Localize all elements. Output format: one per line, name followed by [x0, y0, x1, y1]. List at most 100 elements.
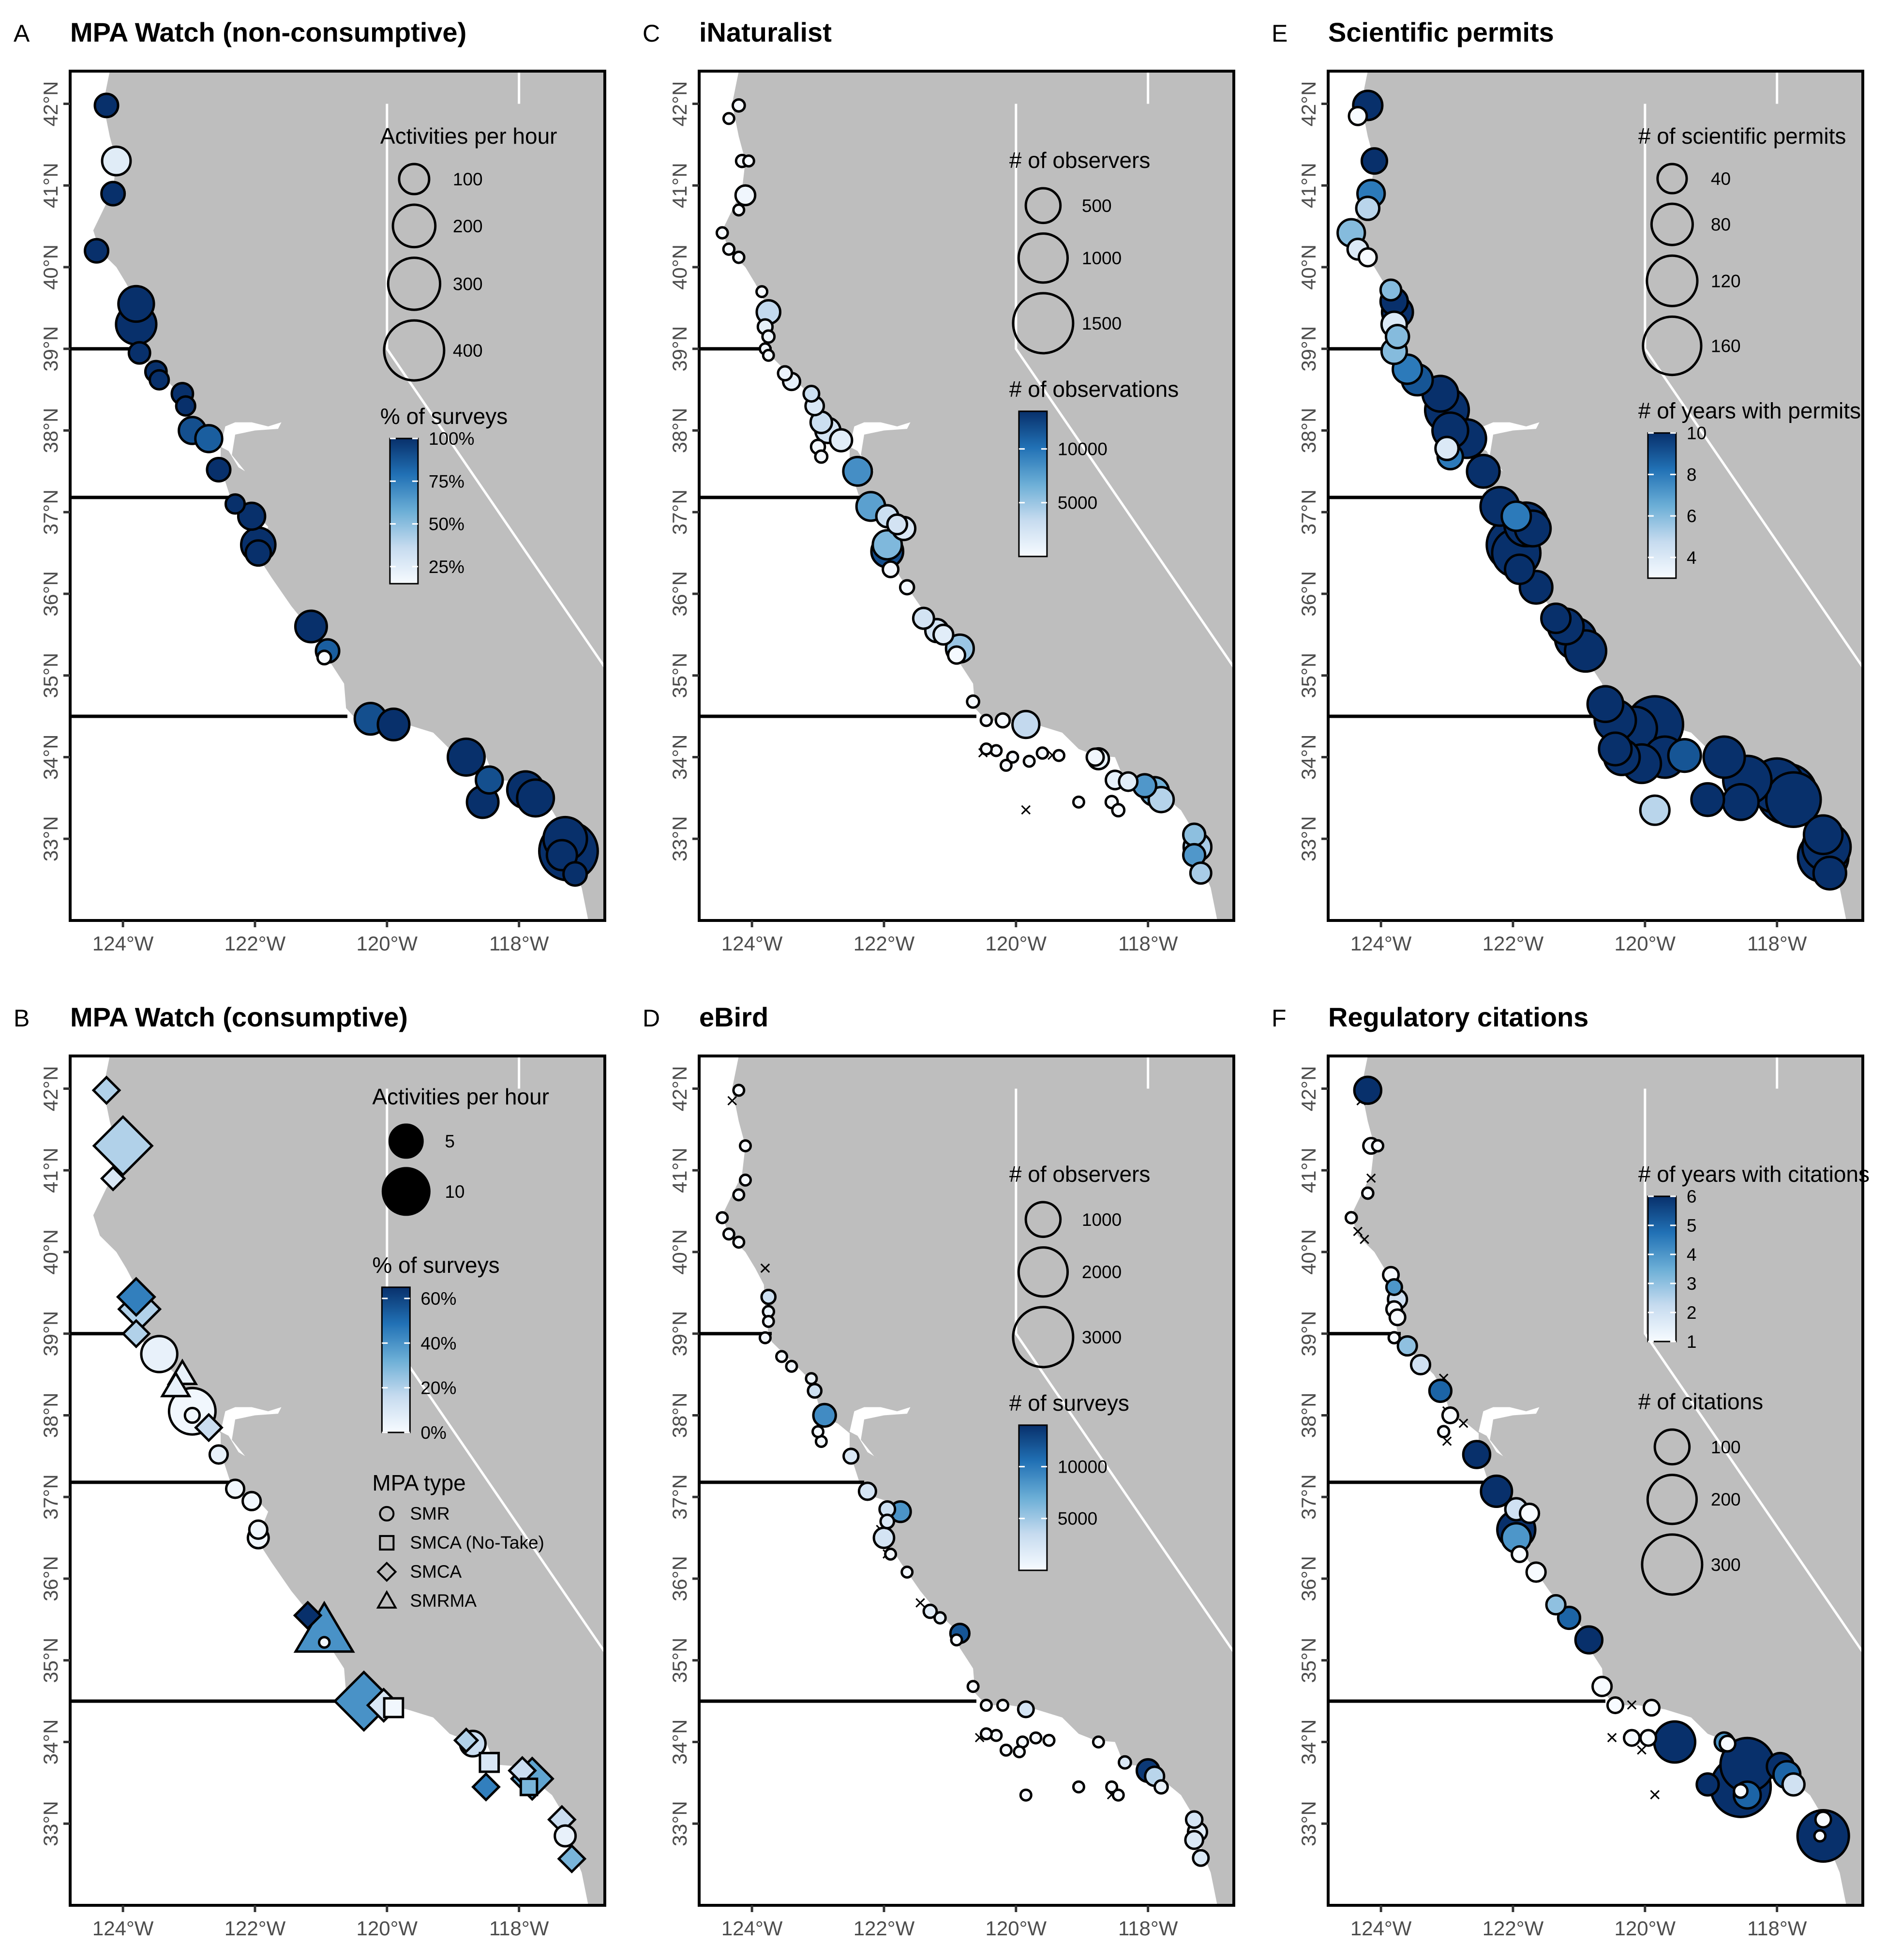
size-legend-title: Activities per hour — [380, 123, 557, 149]
y-tick-label: 41°N — [1297, 163, 1320, 208]
color-legend-label: 1 — [1687, 1332, 1697, 1352]
map-point — [1019, 1788, 1033, 1802]
map-area — [1328, 71, 1863, 920]
map-point — [814, 449, 829, 464]
map-point — [1111, 1788, 1125, 1802]
y-tick-label: 33°N — [668, 816, 691, 861]
map-point — [100, 1165, 126, 1191]
y-tick-label: 40°N — [1297, 1229, 1320, 1275]
y-tick-label: 36°N — [668, 571, 691, 617]
y-tick-label: 39°N — [1297, 326, 1320, 372]
map-point — [1072, 795, 1085, 809]
size-legend-label: 100 — [1711, 1437, 1741, 1457]
map-point — [101, 145, 132, 177]
map-point — [1722, 783, 1760, 821]
y-tick-label: 39°N — [39, 1311, 62, 1357]
y-tick-label: 37°N — [39, 489, 62, 535]
land — [93, 1056, 605, 1905]
panel-title: MPA Watch (consumptive) — [70, 1002, 408, 1032]
y-tick-label: 36°N — [39, 1556, 62, 1601]
map-point — [1355, 196, 1381, 221]
map-point — [886, 513, 909, 536]
shape-legend-label: SMRMA — [410, 1591, 477, 1611]
shape-legend-key — [379, 1535, 395, 1551]
y-tick-label: 38°N — [39, 1393, 62, 1438]
panel-frame — [698, 70, 1235, 922]
map-point — [1540, 603, 1572, 634]
map-point — [1388, 1308, 1407, 1327]
map-point — [1387, 1331, 1401, 1345]
map-point — [1029, 1731, 1043, 1745]
size-legend-label: 100 — [453, 169, 483, 189]
y-tick-label: 40°N — [1297, 244, 1320, 290]
panel-letter: D — [643, 1005, 660, 1032]
y-tick-label: 35°N — [39, 1638, 62, 1683]
map-point — [1574, 1625, 1604, 1655]
x-tick-label: 124°W — [92, 932, 154, 955]
map-point — [912, 606, 935, 630]
map-point — [1598, 731, 1633, 767]
map-point — [294, 609, 328, 644]
size-legend-label: 200 — [1711, 1490, 1741, 1509]
map-point — [516, 778, 555, 818]
map-point — [208, 1444, 229, 1465]
map-point — [225, 1478, 246, 1499]
map-point — [1371, 1139, 1385, 1153]
map-point — [1184, 1810, 1204, 1829]
y-tick-label: 39°N — [1297, 1311, 1320, 1357]
panel-frame — [698, 1055, 1235, 1907]
map-point — [884, 1547, 898, 1561]
map-point — [979, 1699, 993, 1712]
x-tick-label: 122°W — [854, 932, 915, 955]
excluded-mark: × — [759, 1256, 772, 1280]
x-tick-label: 120°W — [986, 932, 1047, 955]
map-point — [716, 1211, 729, 1224]
panel-letter: B — [14, 1005, 30, 1032]
size-legend-label: 200 — [453, 216, 483, 236]
map-point — [175, 395, 196, 417]
map-point — [93, 92, 120, 119]
legend: Activities per hour 100 200 300 400 % of surv… — [380, 123, 557, 585]
map-point — [1462, 1440, 1492, 1469]
map-point — [900, 1566, 914, 1579]
map-point — [1765, 771, 1822, 829]
y-tick-label: 33°N — [1297, 816, 1320, 861]
shape-legend-key — [376, 1561, 397, 1582]
map-point — [872, 1526, 896, 1549]
map-point — [842, 455, 873, 487]
color-legend-label: 40% — [420, 1333, 456, 1353]
y-tick-label: 34°N — [39, 735, 62, 780]
panel-frame — [1327, 1055, 1864, 1907]
map-point — [237, 501, 267, 531]
y-tick-label: 36°N — [1297, 1556, 1320, 1601]
x-tick-label: 118°W — [489, 932, 549, 955]
size-legend-label: 1000 — [1082, 1210, 1122, 1230]
excluded-mark: × — [1648, 1783, 1661, 1807]
color-bar — [1647, 1195, 1677, 1342]
x-tick-label: 120°W — [357, 932, 418, 955]
color-legend-label: 75% — [429, 471, 464, 491]
map-point — [1042, 1734, 1056, 1747]
map-point — [1035, 746, 1049, 760]
y-tick-label: 34°N — [1297, 1719, 1320, 1765]
y-tick-label: 37°N — [1297, 489, 1320, 535]
y-tick-label: 42°N — [668, 1066, 691, 1112]
y-tick-label: 36°N — [39, 571, 62, 617]
x-tick-label: 118°W — [489, 1917, 549, 1940]
map-point — [775, 1350, 789, 1363]
x-tick-label: 124°W — [721, 932, 783, 955]
map-point — [1718, 1734, 1737, 1753]
map-point — [317, 1636, 331, 1649]
land — [1351, 71, 1863, 920]
size-legend-label: 1500 — [1082, 314, 1122, 333]
bay — [850, 1407, 911, 1461]
y-tick-label: 40°N — [668, 1229, 691, 1275]
excluded-mark: × — [1457, 1411, 1470, 1435]
excluded-mark: × — [1606, 1726, 1618, 1749]
map-point — [755, 285, 769, 299]
size-legend-label: 2000 — [1082, 1262, 1122, 1282]
state-border — [1015, 1088, 1234, 1653]
map-point — [1504, 553, 1536, 585]
